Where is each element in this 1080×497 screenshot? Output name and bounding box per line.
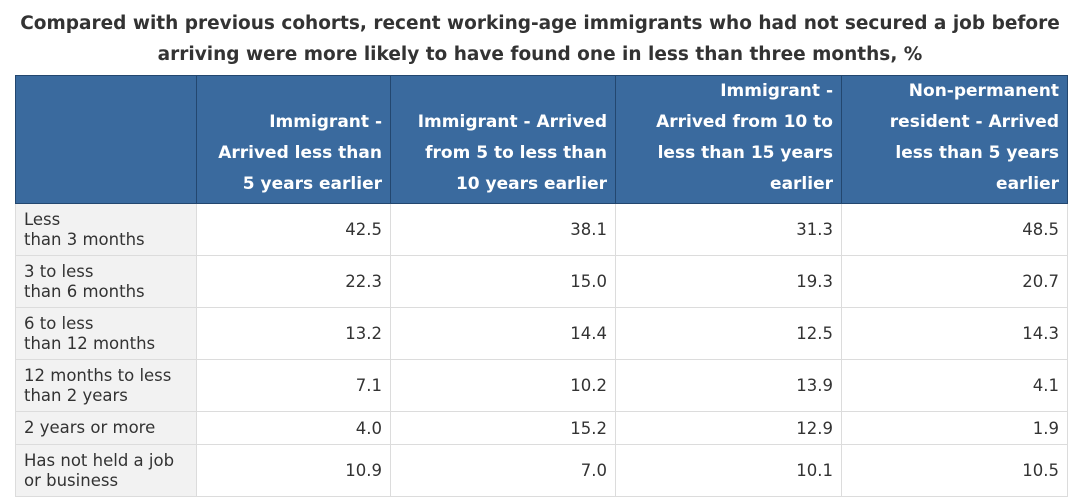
table-cell: 22.3 <box>196 255 391 308</box>
table-cell: 42.5 <box>196 203 391 256</box>
table-cell: 38.1 <box>390 203 616 256</box>
table-title: Compared with previous cohorts, recent w… <box>20 13 1060 65</box>
table-cell: 31.3 <box>615 203 842 256</box>
table-cell: 10.2 <box>390 359 616 412</box>
table-cell: 4.1 <box>841 359 1068 412</box>
column-header: Immigrant - Arrived from 10 to less than… <box>615 75 842 204</box>
column-header: Non-permanent resident - Arrived less th… <box>841 75 1068 204</box>
table-cell: 13.2 <box>196 307 391 360</box>
table-cell: 12.5 <box>615 307 842 360</box>
table-cell: 4.0 <box>196 411 391 445</box>
row-header: 6 to less than 12 months <box>15 307 197 360</box>
table-row: 6 to less than 12 months 13.2 14.4 12.5 14.3 <box>15 307 1068 360</box>
column-header: Immigrant - Arrived from 5 to less than … <box>390 75 616 204</box>
table-cell: 13.9 <box>615 359 842 412</box>
table-cell: 1.9 <box>841 411 1068 445</box>
table-cell: 15.0 <box>390 255 616 308</box>
table-cell: 14.4 <box>390 307 616 360</box>
table-cell: 15.2 <box>390 411 616 445</box>
header-row: Immigrant - Arrived less than 5 years ea… <box>15 75 1068 204</box>
table-cell: 12.9 <box>615 411 842 445</box>
table-cell: 14.3 <box>841 307 1068 360</box>
row-header: 2 years or more <box>15 411 197 445</box>
row-header: 3 to less than 6 months <box>15 255 197 308</box>
table-cell: 19.3 <box>615 255 842 308</box>
table-row: 3 to less than 6 months 22.3 15.0 19.3 20.7 <box>15 255 1068 308</box>
data-table: Immigrant - Arrived less than 5 years ea… <box>15 75 1068 497</box>
table-row: 12 months to less than 2 years 7.1 10.2 13.… <box>15 359 1068 412</box>
row-header: Less than 3 months <box>15 203 197 256</box>
column-header: Immigrant - Arrived less than 5 years ea… <box>196 75 391 204</box>
table-row: Less than 3 months 42.5 38.1 31.3 48.5 <box>15 203 1068 256</box>
table-cell: 7.1 <box>196 359 391 412</box>
table-cell: 48.5 <box>841 203 1068 256</box>
table-row: 2 years or more 4.0 15.2 12.9 1.9 <box>15 411 1068 445</box>
row-header: 12 months to less than 2 years <box>15 359 197 412</box>
table-cell: 20.7 <box>841 255 1068 308</box>
header-corner <box>15 75 197 204</box>
